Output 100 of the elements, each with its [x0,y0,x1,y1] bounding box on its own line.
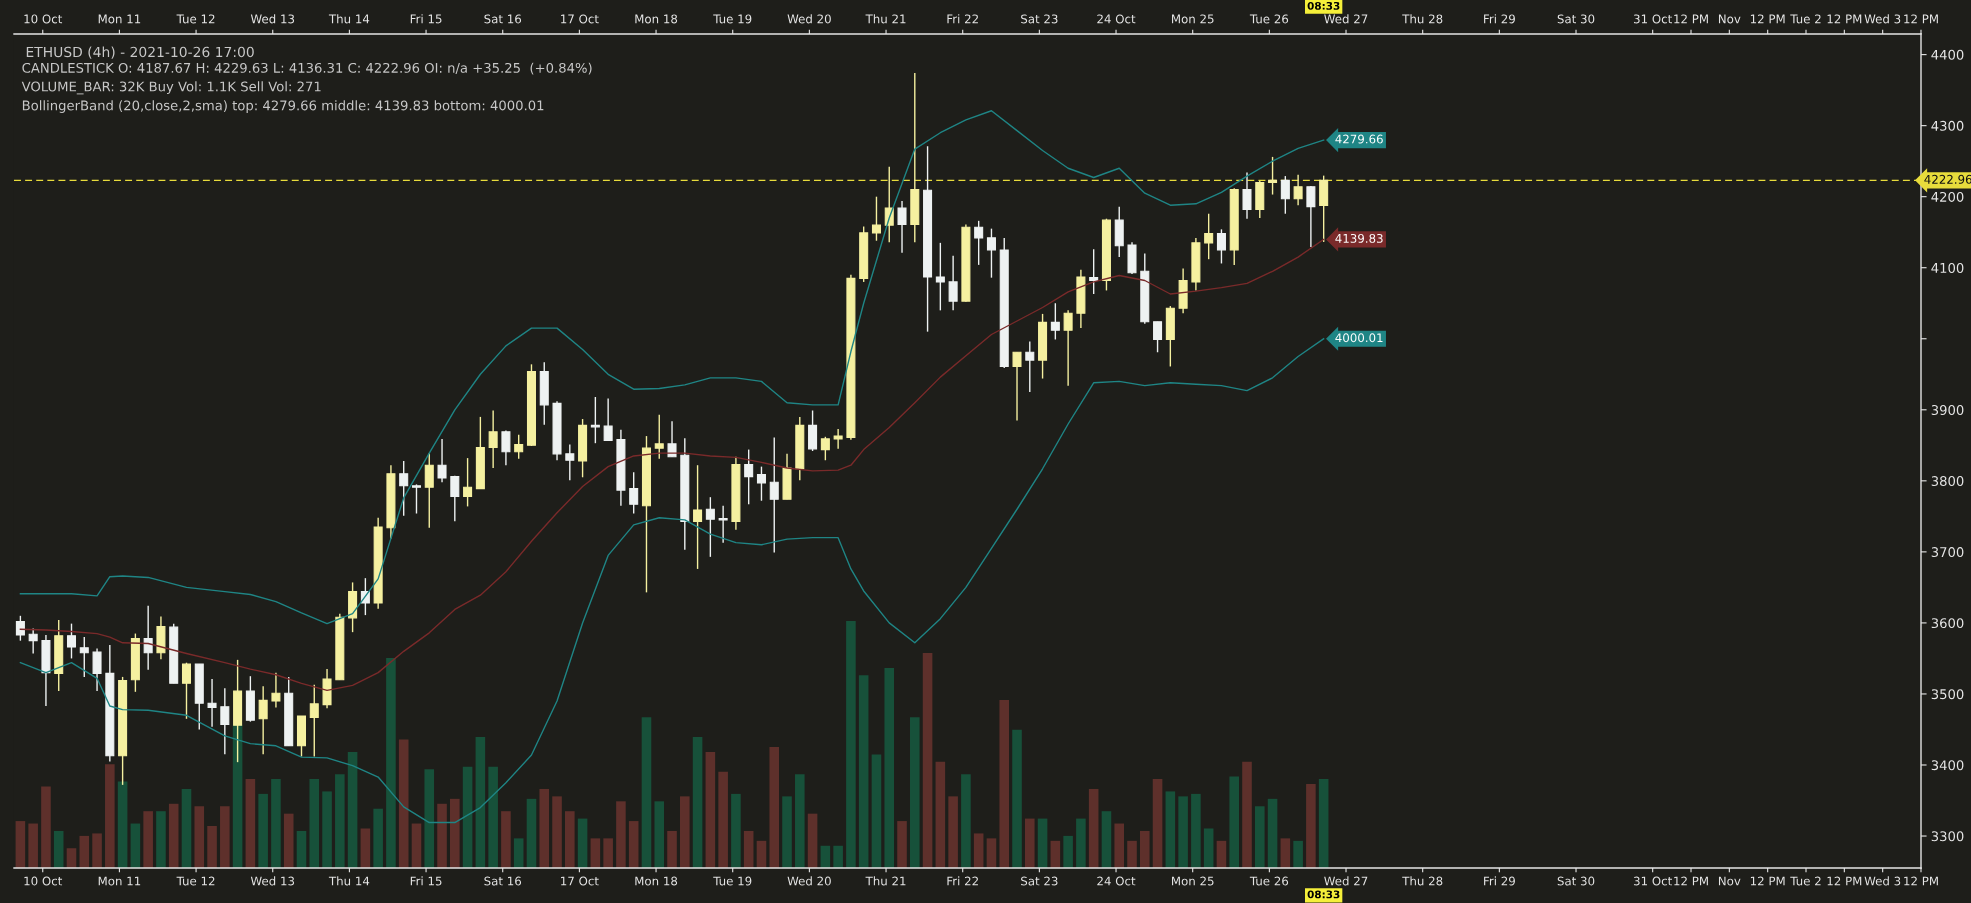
candlestick [514,433,524,460]
x-tick-label: Wed 20 [787,876,831,886]
bar [143,811,153,868]
candlestick [424,452,434,529]
x2-tick-label: 24 Oct [1097,14,1136,24]
bar [743,830,754,868]
bar [488,766,498,868]
bar [999,700,1010,868]
y-tick-label: 3700 [1931,547,1964,558]
bar [220,806,230,868]
bar [1114,823,1125,868]
annotation: BollingerBand (20,close,2,sma) top: 4279.66 middle: 4139.83 bottom: 4000.01 [22,100,544,113]
candlestick [1025,340,1035,393]
y-tick-label: 3800 [1931,476,1964,487]
bar [705,751,716,868]
bar [986,838,997,868]
candlestick [411,483,421,515]
candlestick [66,622,77,660]
y-tick-label: 4300 [1931,120,1964,131]
bar [130,823,141,868]
bar [79,835,90,868]
x-tick-label: Wed 3 [1864,876,1901,886]
x-tick-label: Sat 23 [1021,876,1058,886]
bar [53,830,64,868]
bar [283,813,294,868]
candlestick [1153,321,1163,353]
x2-tick-label: Mon 11 [98,14,141,24]
x-tick-label: 31 Oct [1633,876,1672,886]
x-tick-label: Fri 29 [1484,876,1515,886]
candlestick [603,397,613,442]
bar [628,821,639,868]
x-tick-label: 12 PM [1904,876,1938,886]
bar [258,793,268,868]
bar [1139,830,1150,868]
x2-tick-label: 10 Oct [24,14,63,24]
bar [935,761,946,868]
x-tick-label: Tue 12 [176,876,215,886]
ref-line-label: 4222.96 [1924,174,1971,184]
bar [475,737,486,868]
bar [207,826,217,868]
candlestick [693,464,703,570]
x-tick-label: Mon 18 [635,876,678,886]
annotation: CANDLESTICK O: 4187.67 H: 4229.63 L: 4136.31 C: 4222.96 OI: n/a +35.25 (+0.84%) [22,62,592,75]
x2-tick-label: Wed 13 [250,14,295,24]
bar [1216,840,1227,868]
candlestick [1063,309,1073,387]
bar [335,774,345,868]
candlestick [935,242,945,312]
candlestick [654,414,664,460]
candlestick [28,627,38,655]
x-tick-label: Fri 15 [410,876,442,886]
bar [347,751,358,868]
bar [807,813,818,868]
y-tick-label: 4200 [1931,191,1964,202]
bar [526,798,537,868]
candlestick [974,220,984,266]
bar [437,803,447,868]
x2-tick-label: Mon 25 [1172,14,1214,24]
bar [360,828,371,868]
bar [654,801,665,868]
x-tick-label: Wed 13 [250,876,295,886]
y-tick-label: 3900 [1931,405,1964,415]
candlestick [871,195,881,242]
candlestick [986,227,996,279]
bar [667,830,677,868]
x-tick-label: Tue 2 [1790,876,1821,886]
x2-tick-label: 12 PM [1750,14,1785,24]
x2-tick-label: Fri 15 [410,14,442,24]
bar [718,771,728,868]
candlestick [769,436,779,554]
candlestick [501,429,511,466]
bar [1037,818,1048,868]
bar [398,739,409,868]
bar [245,779,256,868]
x2-tick-label: Thu 28 [1402,14,1443,24]
x-tick-label: Sat 16 [484,876,522,886]
bar [92,833,102,868]
x-tick-label: Tue 19 [713,876,752,886]
x2-tick-label: Wed 27 [1324,14,1368,24]
x2-tick-label: Sat 30 [1557,14,1595,24]
candlestick [756,465,766,502]
x-tick-label: Thu 14 [328,876,370,886]
bar [15,821,26,868]
bar [590,838,601,868]
bar [961,774,971,868]
bar [181,788,192,868]
bar [910,717,920,868]
bar [309,779,320,868]
x2-tick-label: Nov [1718,14,1741,24]
candlestick [207,678,217,728]
candlestick [181,662,192,720]
bar [462,766,473,868]
bar [1178,796,1188,868]
bar [1191,793,1201,868]
text: ETHUSD (4h) - 2021-10-26 17:00 [26,46,254,59]
candlestick [744,448,754,505]
bar [168,803,179,868]
x2-tick-label: Tue 26 [1249,14,1289,24]
candlestick [1089,248,1099,295]
candlestick [463,457,473,508]
